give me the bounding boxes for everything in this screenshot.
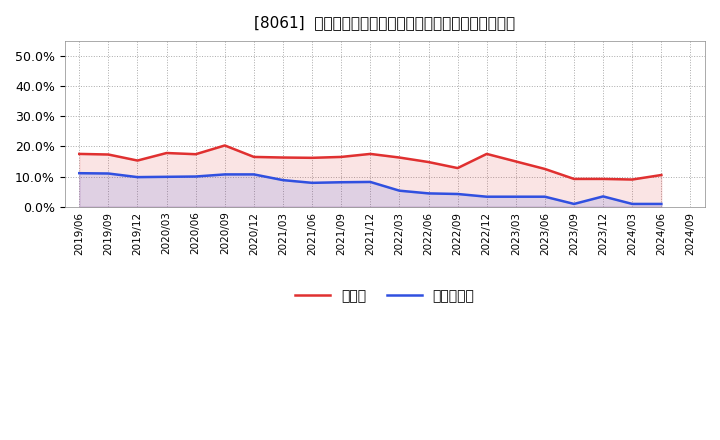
有利子負債 <box>133 175 142 180</box>
現頲金 <box>395 155 404 160</box>
現頲金 <box>454 165 462 171</box>
現頲金 <box>599 176 608 182</box>
有利子負債 <box>454 191 462 197</box>
有利子負債 <box>570 201 578 206</box>
有利子負債 <box>162 174 171 180</box>
有利子負債 <box>220 172 229 177</box>
有利子負債 <box>424 191 433 196</box>
現頲金 <box>570 176 578 182</box>
現頲金 <box>511 159 520 164</box>
Legend: 現頲金, 有利子負債: 現頲金, 有利子負債 <box>289 283 480 308</box>
有利子負債 <box>337 180 346 185</box>
現頲金 <box>366 151 374 157</box>
現頲金 <box>192 151 200 157</box>
Line: 有利子負債: 有利子負債 <box>79 173 662 204</box>
現頲金 <box>628 177 636 182</box>
有利子負債 <box>279 177 287 183</box>
有利子負債 <box>511 194 520 199</box>
有利子負債 <box>395 188 404 193</box>
現頲金 <box>279 155 287 160</box>
現頲金 <box>657 172 666 178</box>
有利子負債 <box>482 194 491 199</box>
有利子負債 <box>657 201 666 206</box>
現頲金 <box>307 155 316 161</box>
現頲金 <box>133 158 142 163</box>
有利子負債 <box>307 180 316 186</box>
Title: [8061]  現頲金、有利子負債の総資産に対する比率の推移: [8061] 現頲金、有利子負債の総資産に対する比率の推移 <box>254 15 516 30</box>
有利子負債 <box>628 201 636 206</box>
現頲金 <box>162 150 171 156</box>
Line: 現頲金: 現頲金 <box>79 146 662 180</box>
有利子負債 <box>366 179 374 184</box>
現頲金 <box>75 151 84 157</box>
有利子負債 <box>104 171 113 176</box>
現頲金 <box>482 151 491 157</box>
現頲金 <box>104 152 113 157</box>
現頲金 <box>250 154 258 160</box>
有利子負債 <box>541 194 549 199</box>
現頲金 <box>337 154 346 160</box>
現頲金 <box>541 166 549 172</box>
有利子負債 <box>599 194 608 199</box>
現頲金 <box>424 159 433 165</box>
有利子負債 <box>75 171 84 176</box>
有利子負債 <box>250 172 258 177</box>
有利子負債 <box>192 174 200 179</box>
現頲金 <box>220 143 229 148</box>
